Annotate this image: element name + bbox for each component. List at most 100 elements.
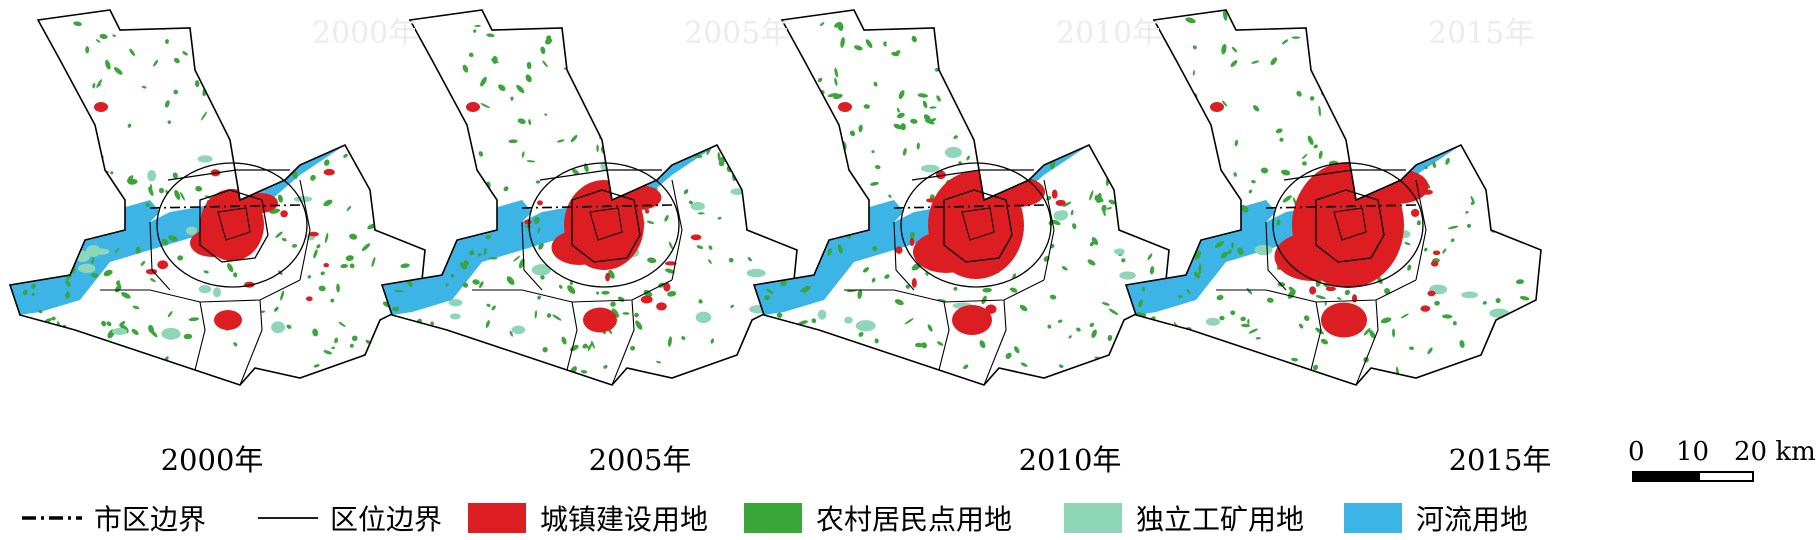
- rural-patch: [1152, 148, 1161, 153]
- rural-patch: [728, 257, 734, 263]
- rural-patch: [1515, 350, 1525, 356]
- rural-patch: [286, 324, 292, 329]
- scale-tick-20: 20 km: [1734, 437, 1816, 467]
- rural-patch: [234, 111, 237, 119]
- rural-patch: [900, 123, 906, 131]
- rural-patch: [707, 57, 717, 63]
- rural-patch: [1154, 175, 1162, 183]
- rural-patch: [343, 153, 348, 158]
- rural-patch: [972, 44, 978, 52]
- urban-patch: [640, 295, 653, 304]
- rural-patch: [698, 299, 703, 304]
- rural-patch: [782, 108, 787, 117]
- rural-patch: [361, 243, 371, 252]
- rural-patch: [681, 336, 686, 341]
- rural-patch: [1270, 57, 1278, 66]
- rural-patch: [893, 123, 902, 130]
- rural-patch: [503, 186, 509, 192]
- rural-patch: [188, 317, 200, 322]
- rural-patch: [432, 93, 438, 99]
- rural-patch: [1164, 365, 1175, 372]
- rural-patch: [1147, 110, 1153, 121]
- rural-patch: [165, 39, 169, 44]
- legend-label: 区位边界: [330, 503, 443, 536]
- rural-patch: [24, 92, 30, 98]
- rural-patch: [540, 274, 545, 280]
- rural-patch: [827, 93, 838, 98]
- urban-patch: [1427, 290, 1436, 297]
- rural-patch: [112, 34, 117, 38]
- city-boundary: [149, 204, 301, 209]
- rural-patch: [99, 33, 108, 40]
- rural-patch: [1526, 166, 1533, 172]
- rural-patch: [400, 203, 409, 211]
- rural-patch: [572, 168, 579, 175]
- rural-patch: [1022, 65, 1032, 73]
- rural-patch: [96, 79, 103, 88]
- rural-patch: [723, 126, 728, 132]
- rural-patch: [1042, 19, 1047, 24]
- rural-patch: [478, 151, 484, 157]
- rural-patch: [1214, 241, 1225, 248]
- rural-patch: [1157, 83, 1160, 92]
- industrial-patch: [112, 327, 128, 335]
- rural-patch: [145, 202, 150, 207]
- rural-patch: [1354, 18, 1361, 28]
- rural-patch: [1336, 297, 1342, 300]
- rural-patch: [1137, 330, 1142, 335]
- rural-patch: [776, 359, 785, 364]
- rural-patch: [838, 358, 845, 364]
- rural-patch: [683, 189, 689, 195]
- rural-patch: [1204, 137, 1211, 143]
- rural-patch: [1523, 356, 1527, 360]
- rural-patch: [1091, 237, 1099, 245]
- rural-patch: [798, 251, 803, 256]
- rural-patch: [754, 334, 761, 341]
- rural-patch: [698, 90, 703, 96]
- rural-patch: [1385, 65, 1390, 70]
- rural-patch: [1131, 62, 1140, 67]
- rural-patch: [649, 161, 656, 167]
- rural-patch: [323, 159, 330, 166]
- district-boundary: [528, 162, 680, 288]
- rural-patch: [1318, 150, 1323, 159]
- district-boundary: [589, 207, 623, 241]
- rural-patch: [393, 170, 397, 177]
- rural-patch: [412, 132, 419, 141]
- rural-patch: [1143, 96, 1148, 107]
- rural-patch: [22, 222, 28, 226]
- rural-patch: [533, 216, 540, 225]
- rural-patch: [38, 309, 43, 314]
- rural-patch: [783, 336, 790, 340]
- rural-patch: [460, 154, 464, 162]
- rural-patch: [656, 360, 662, 364]
- rural-patch: [66, 348, 70, 355]
- district-boundary: [167, 169, 290, 181]
- urban-swatch-icon: [468, 503, 526, 533]
- urban-patch: [1210, 102, 1224, 112]
- rural-patch: [1482, 301, 1487, 305]
- rural-patch: [167, 120, 172, 124]
- rural-patch: [101, 320, 107, 327]
- rural-patch: [1180, 159, 1185, 169]
- rural-patch: [174, 189, 181, 200]
- rural-patch: [164, 100, 170, 108]
- rural-patch: [594, 117, 598, 122]
- rural-patch: [883, 41, 887, 47]
- rural-patch: [898, 90, 905, 100]
- rural-patch: [149, 329, 158, 338]
- legend-item-industrial-mining: 独立工矿用地: [1064, 496, 1304, 540]
- rural-patch: [962, 41, 967, 50]
- rural-patch: [401, 153, 412, 157]
- district-boundary: [1333, 207, 1367, 241]
- rural-patch: [480, 76, 487, 87]
- rural-patch: [561, 336, 567, 345]
- rural-patch: [659, 126, 670, 133]
- rural-patch: [778, 352, 783, 357]
- rural-patch: [1034, 101, 1039, 112]
- rural-patch: [1076, 327, 1081, 332]
- rural-patch: [1009, 287, 1018, 293]
- rural-patch: [227, 263, 234, 273]
- rural-patch: [1531, 130, 1536, 135]
- rural-patch: [862, 267, 870, 273]
